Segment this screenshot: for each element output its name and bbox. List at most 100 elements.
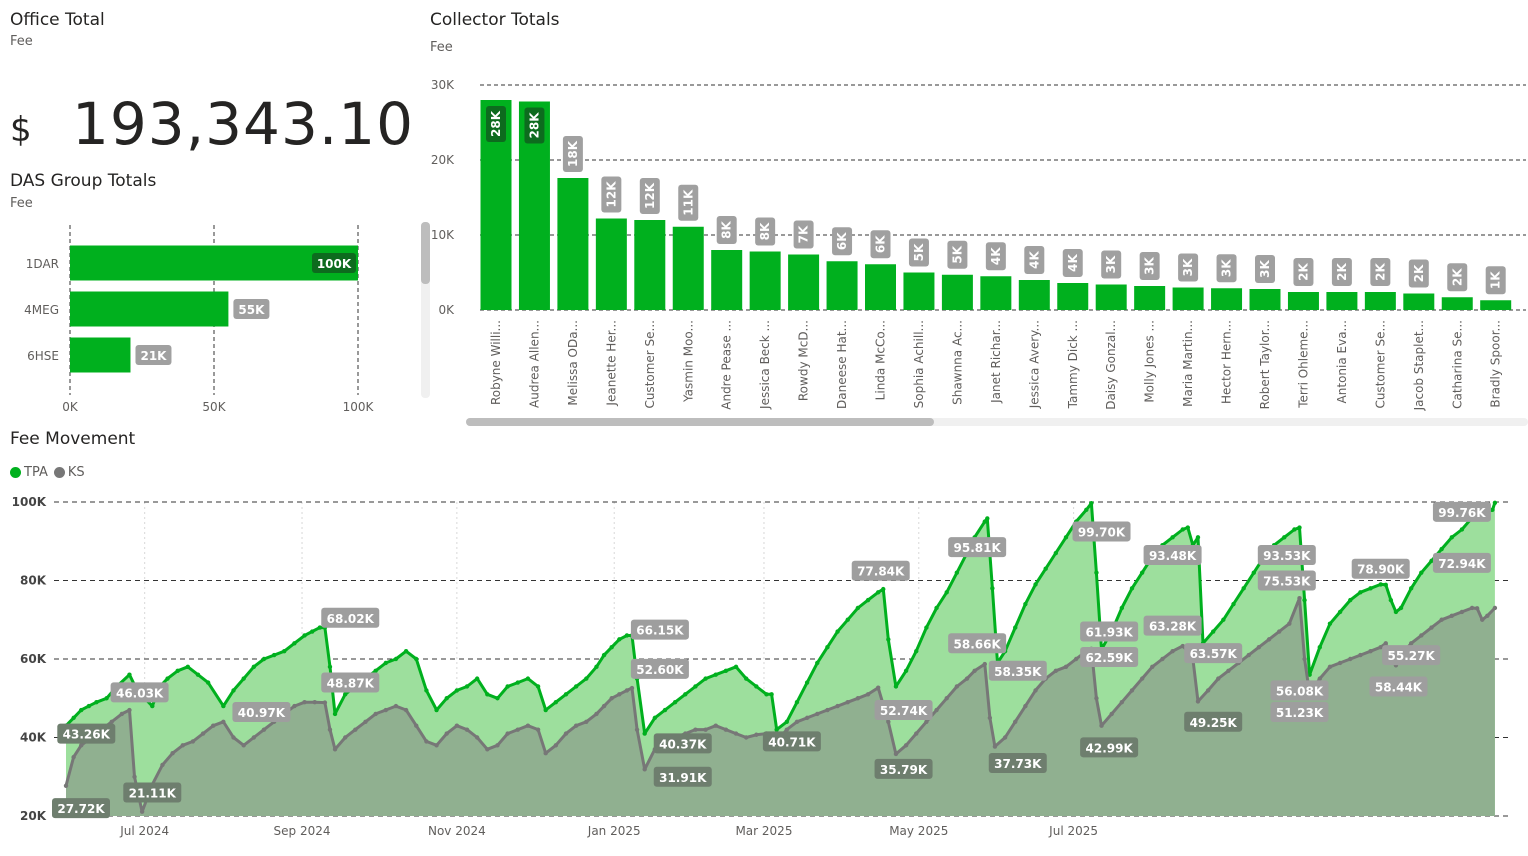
movement-point-tpa (221, 703, 226, 709)
collector-data-label-box (601, 176, 622, 213)
movement-point-tpa (553, 699, 559, 705)
movement-point-ks (944, 696, 949, 701)
movement-point-ks (987, 715, 993, 721)
movement-data-label-box (1351, 558, 1410, 579)
currency-symbol: $ (10, 110, 32, 150)
legend-tpa-label: TPA (24, 465, 48, 480)
movement-point-tpa (1185, 525, 1191, 530)
movement-data-label: 58.66K (954, 637, 1002, 651)
collector-bar-chart[interactable]: 0K 10K 20K 30K 28K Robyne Willi... 28K Audrea A… (420, 70, 1528, 415)
movement-point-ks (553, 743, 559, 748)
das-category-label: 4MEG (24, 303, 59, 317)
movement-point-ks (139, 809, 145, 814)
movement-y-tick-label: 20K (20, 809, 47, 823)
movement-point-ks (1408, 641, 1414, 646)
collector-data-label-box (947, 240, 968, 269)
collector-data-label: 3K (1143, 256, 1157, 274)
movement-point-tpa (1492, 500, 1498, 505)
legend-item-ks[interactable]: KS (53, 465, 85, 480)
movement-data-label: 48.87K (327, 677, 375, 691)
das-bar (70, 291, 229, 327)
das-x-tick-label: 100K (343, 400, 375, 414)
movement-point-tpa (1251, 570, 1257, 575)
movement-point-ks (1002, 735, 1008, 740)
collector-data-label-box (1370, 258, 1391, 286)
fee-movement-title: Fee Movement (10, 429, 136, 449)
movement-point-ks (601, 703, 607, 709)
movement-data-label-box (1369, 676, 1428, 697)
collector-vertical-scroll-thumb[interactable] (421, 222, 430, 284)
movement-data-label-box (321, 607, 380, 628)
collector-horizontal-scroll-thumb[interactable] (466, 418, 934, 426)
das-group-title: DAS Group Totals (10, 171, 157, 191)
movement-point-tpa (1119, 605, 1125, 611)
movement-point-ks (609, 696, 614, 701)
collector-category-label: Maria Martin... (1181, 320, 1195, 407)
movement-area-ks (66, 598, 1495, 816)
movement-point-tpa (185, 664, 191, 670)
movement-data-label: 93.48K (1149, 549, 1197, 563)
das-group-bar-chart[interactable]: 0K 50K 100K 1DAR 100K 4MEG 55K 6HSE 21K (0, 215, 400, 425)
movement-point-tpa (1337, 609, 1343, 615)
movement-point-tpa (127, 672, 132, 677)
movement-point-tpa (1317, 645, 1322, 650)
movement-data-label-box (1432, 552, 1491, 573)
movement-data-label-box (874, 700, 933, 721)
movement-point-tpa (495, 696, 500, 701)
movement-point-tpa (535, 684, 541, 689)
movement-point-tpa (1084, 507, 1089, 513)
das-category-label: 1DAR (26, 257, 59, 271)
legend-item-tpa[interactable]: TPA (10, 465, 48, 480)
collector-vertical-scrollbar[interactable] (421, 222, 430, 398)
movement-point-tpa (71, 715, 76, 721)
collector-category-label: Daisy Gonzal... (1104, 320, 1118, 410)
movement-point-ks (1429, 625, 1434, 630)
movement-data-label-box (1184, 643, 1243, 664)
movement-point-ks (241, 743, 246, 748)
movement-point-tpa (1013, 625, 1018, 630)
movement-point-tpa (903, 668, 909, 673)
movement-point-ks (723, 727, 729, 732)
movement-point-tpa (1033, 582, 1038, 587)
movement-point-tpa (1429, 558, 1434, 564)
collector-bar (1326, 292, 1358, 310)
das-data-label: 21K (140, 349, 167, 363)
movement-point-ks (1302, 656, 1307, 662)
movement-point-tpa (990, 586, 995, 591)
movement-point-ks (733, 731, 739, 736)
movement-point-tpa (881, 586, 886, 592)
movement-point-tpa (424, 688, 429, 693)
movement-point-tpa (573, 684, 579, 689)
collector-data-label-box (562, 136, 583, 172)
fee-movement-legend[interactable]: TPA KS (10, 465, 91, 480)
movement-point-tpa (1388, 597, 1394, 603)
movement-point-ks (1469, 605, 1475, 611)
movement-point-tpa (525, 676, 531, 681)
movement-point-ks (474, 735, 480, 740)
movement-point-ks (743, 735, 749, 740)
movement-point-tpa (934, 605, 939, 611)
movement-point-tpa (804, 680, 810, 685)
collector-data-label: 5K (950, 245, 964, 263)
movement-point-ks (1205, 688, 1211, 693)
collector-category-label: Tammy Dick ... (1066, 320, 1080, 409)
movement-point-tpa (251, 664, 257, 670)
movement-point-tpa (784, 719, 790, 724)
das-bar (70, 245, 358, 281)
fee-movement-area-chart[interactable]: Jul 2024 Sep 2024 Nov 2024 Jan 2025 Mar 2025… (0, 490, 1528, 850)
movement-data-label-box (630, 658, 689, 679)
movement-point-tpa (743, 676, 749, 681)
movement-point-ks (1368, 648, 1373, 654)
movement-point-tpa (1094, 570, 1099, 575)
movement-point-tpa (1419, 570, 1424, 575)
collector-data-label-box (639, 178, 660, 214)
collector-bar (1287, 292, 1319, 310)
collector-data-label-box (1216, 254, 1237, 283)
movement-data-label: 66.15K (636, 624, 684, 638)
movement-data-label: 52.74K (880, 704, 928, 718)
movement-y-tick-label: 40K (20, 731, 47, 745)
movement-point-tpa (609, 645, 614, 650)
movement-point-ks (914, 731, 919, 736)
collector-horizontal-scrollbar[interactable] (466, 418, 1528, 426)
movement-data-label: 77.84K (857, 565, 905, 579)
